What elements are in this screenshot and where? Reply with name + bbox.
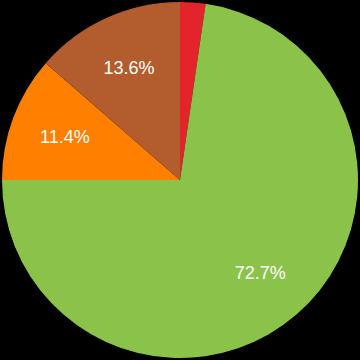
svg-text:72.7%: 72.7%: [235, 263, 286, 283]
svg-text:11.4%: 11.4%: [40, 127, 90, 147]
svg-text:13.6%: 13.6%: [104, 58, 155, 78]
